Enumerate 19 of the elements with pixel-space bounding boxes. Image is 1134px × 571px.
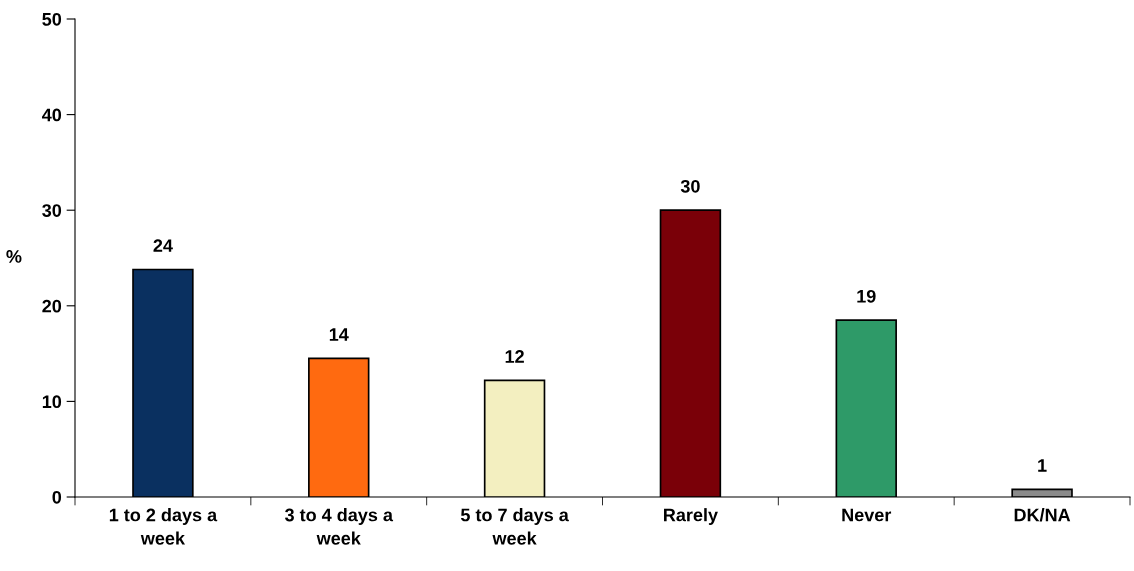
y-axis-title: % [6,250,22,263]
x-tick-label: DK/NA [1014,508,1071,522]
x-tick-label: Rarely [664,508,718,525]
y-tick-label: 20 [42,299,62,313]
x-tick-label: 5 to 7 days a week [460,508,569,545]
y-tick-label: 10 [42,395,62,409]
data-label: 30 [680,179,700,193]
data-label: 24 [153,239,173,252]
data-label: 12 [505,350,524,363]
x-tick-label: 3 to 4 days a week [284,508,394,545]
y-tick-label: 50 [42,12,62,26]
data-label: 1 [1038,459,1047,472]
x-tick-label: Never [842,508,892,522]
x-tick-label: 1 to 2 days a week [109,508,218,545]
y-tick-label: 30 [42,204,62,217]
data-label: 19 [857,289,876,303]
y-tick-label: 0 [52,490,62,504]
data-label: 14 [329,328,349,341]
y-tick-label: 40 [42,108,62,122]
